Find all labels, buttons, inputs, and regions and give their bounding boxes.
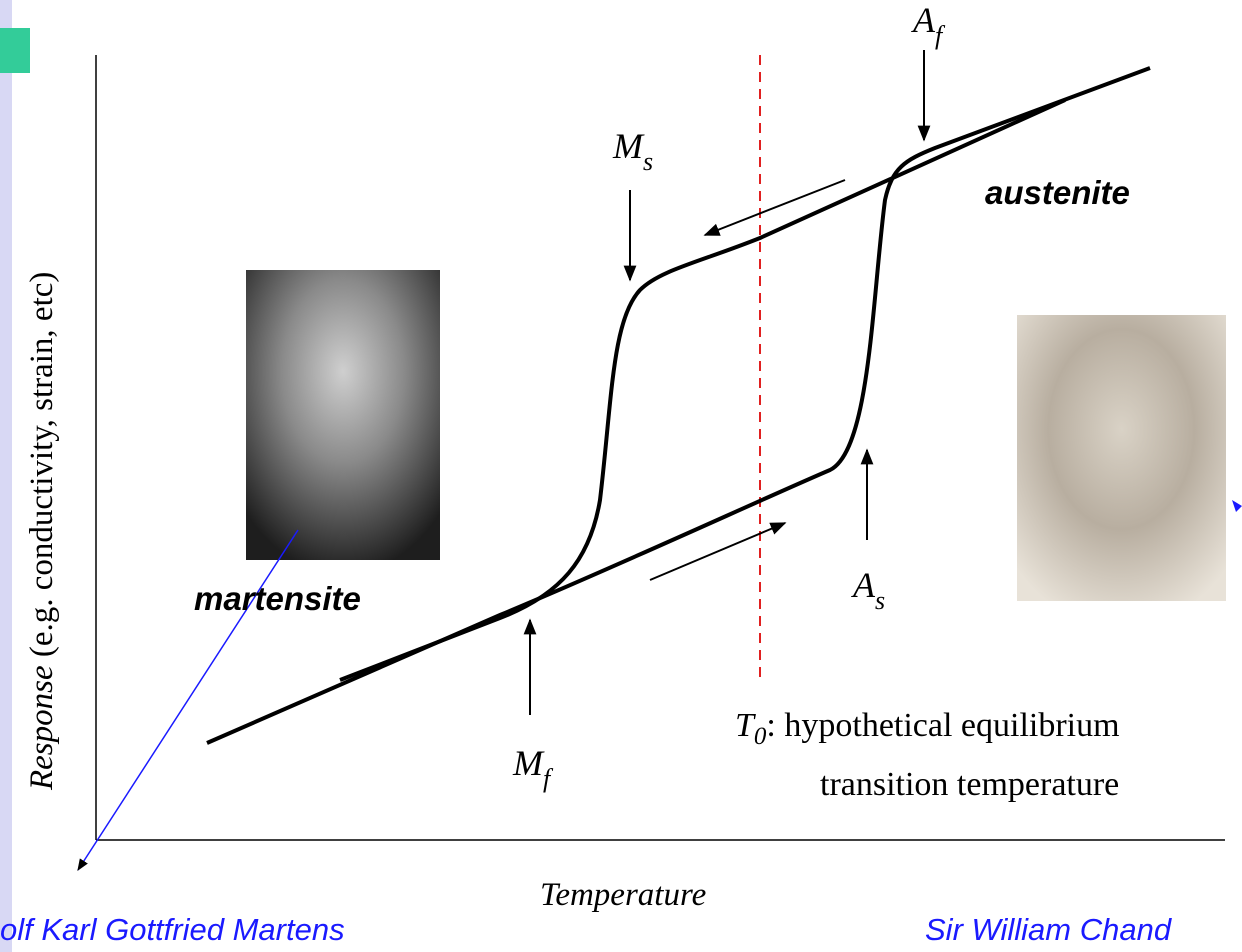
subscript: s	[643, 147, 653, 176]
subscript: f	[935, 21, 946, 50]
symbol: T	[735, 707, 756, 744]
y-label-italic: Response	[24, 665, 60, 791]
ms-label: Ms	[612, 126, 653, 176]
side-block	[0, 28, 30, 73]
text: : hypothetical equilibrium	[766, 707, 1119, 744]
person-left: olf Karl Gottfried Martens	[0, 912, 345, 947]
symbol: M	[612, 126, 645, 166]
symbol: A	[851, 565, 876, 605]
diagram: Response (e.g. conductivity, strain, etc…	[0, 0, 1242, 952]
as-label: As	[851, 565, 885, 615]
martensite-label: martensite	[194, 580, 361, 617]
af-label: Af	[911, 0, 946, 50]
symbol: A	[911, 0, 936, 40]
austenite-label: austenite	[985, 174, 1130, 211]
person-right: Sir William Chand	[925, 912, 1173, 947]
pointer-tip	[1232, 500, 1242, 512]
portrait-martens	[246, 270, 440, 560]
subscript: 0	[754, 723, 767, 750]
subscript: s	[875, 586, 885, 615]
cooling-curve	[340, 100, 1065, 680]
y-label-rest: (e.g. conductivity, strain, etc)	[24, 272, 60, 666]
side-strip	[0, 0, 12, 952]
portrait-chandler	[1017, 315, 1226, 601]
y-axis-label: Response (e.g. conductivity, strain, etc…	[24, 272, 60, 791]
page: Response (e.g. conductivity, strain, etc…	[0, 0, 1242, 952]
subscript: f	[543, 764, 554, 793]
symbol: M	[512, 743, 545, 783]
t0-note-line1: T0: hypothetical equilibrium	[735, 707, 1120, 750]
t0-note-line2: transition temperature	[820, 766, 1119, 803]
x-axis-label: Temperature	[540, 877, 706, 913]
mf-label: Mf	[512, 743, 554, 793]
heating-arrow	[650, 523, 785, 580]
